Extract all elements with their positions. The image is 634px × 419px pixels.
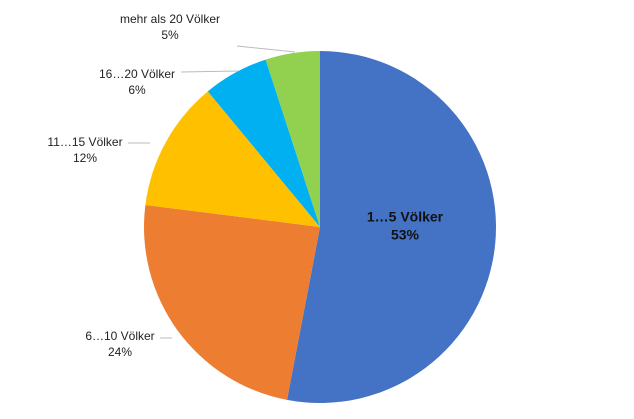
leader-line bbox=[236, 45, 296, 53]
slice-label: mehr als 20 Völker bbox=[120, 12, 220, 26]
slice-value-label: 53% bbox=[391, 227, 420, 243]
pie-slice bbox=[145, 91, 320, 227]
slice-label: 6…10 Völker bbox=[85, 329, 154, 343]
pie-slice bbox=[287, 51, 496, 403]
pie-slice bbox=[144, 204, 320, 400]
pie-slice bbox=[265, 51, 320, 227]
slice-label: 1…5 Völker bbox=[367, 209, 444, 225]
slice-value-label: 5% bbox=[161, 28, 179, 42]
slice-value-label: 12% bbox=[73, 151, 97, 165]
slice-value-label: 6% bbox=[128, 83, 146, 97]
slice-label: 16…20 Völker bbox=[99, 67, 175, 81]
pie-slice bbox=[207, 59, 320, 228]
leader-line bbox=[180, 70, 239, 73]
slice-label: 11…15 Völker bbox=[47, 135, 122, 149]
slice-value-label: 24% bbox=[108, 345, 132, 359]
